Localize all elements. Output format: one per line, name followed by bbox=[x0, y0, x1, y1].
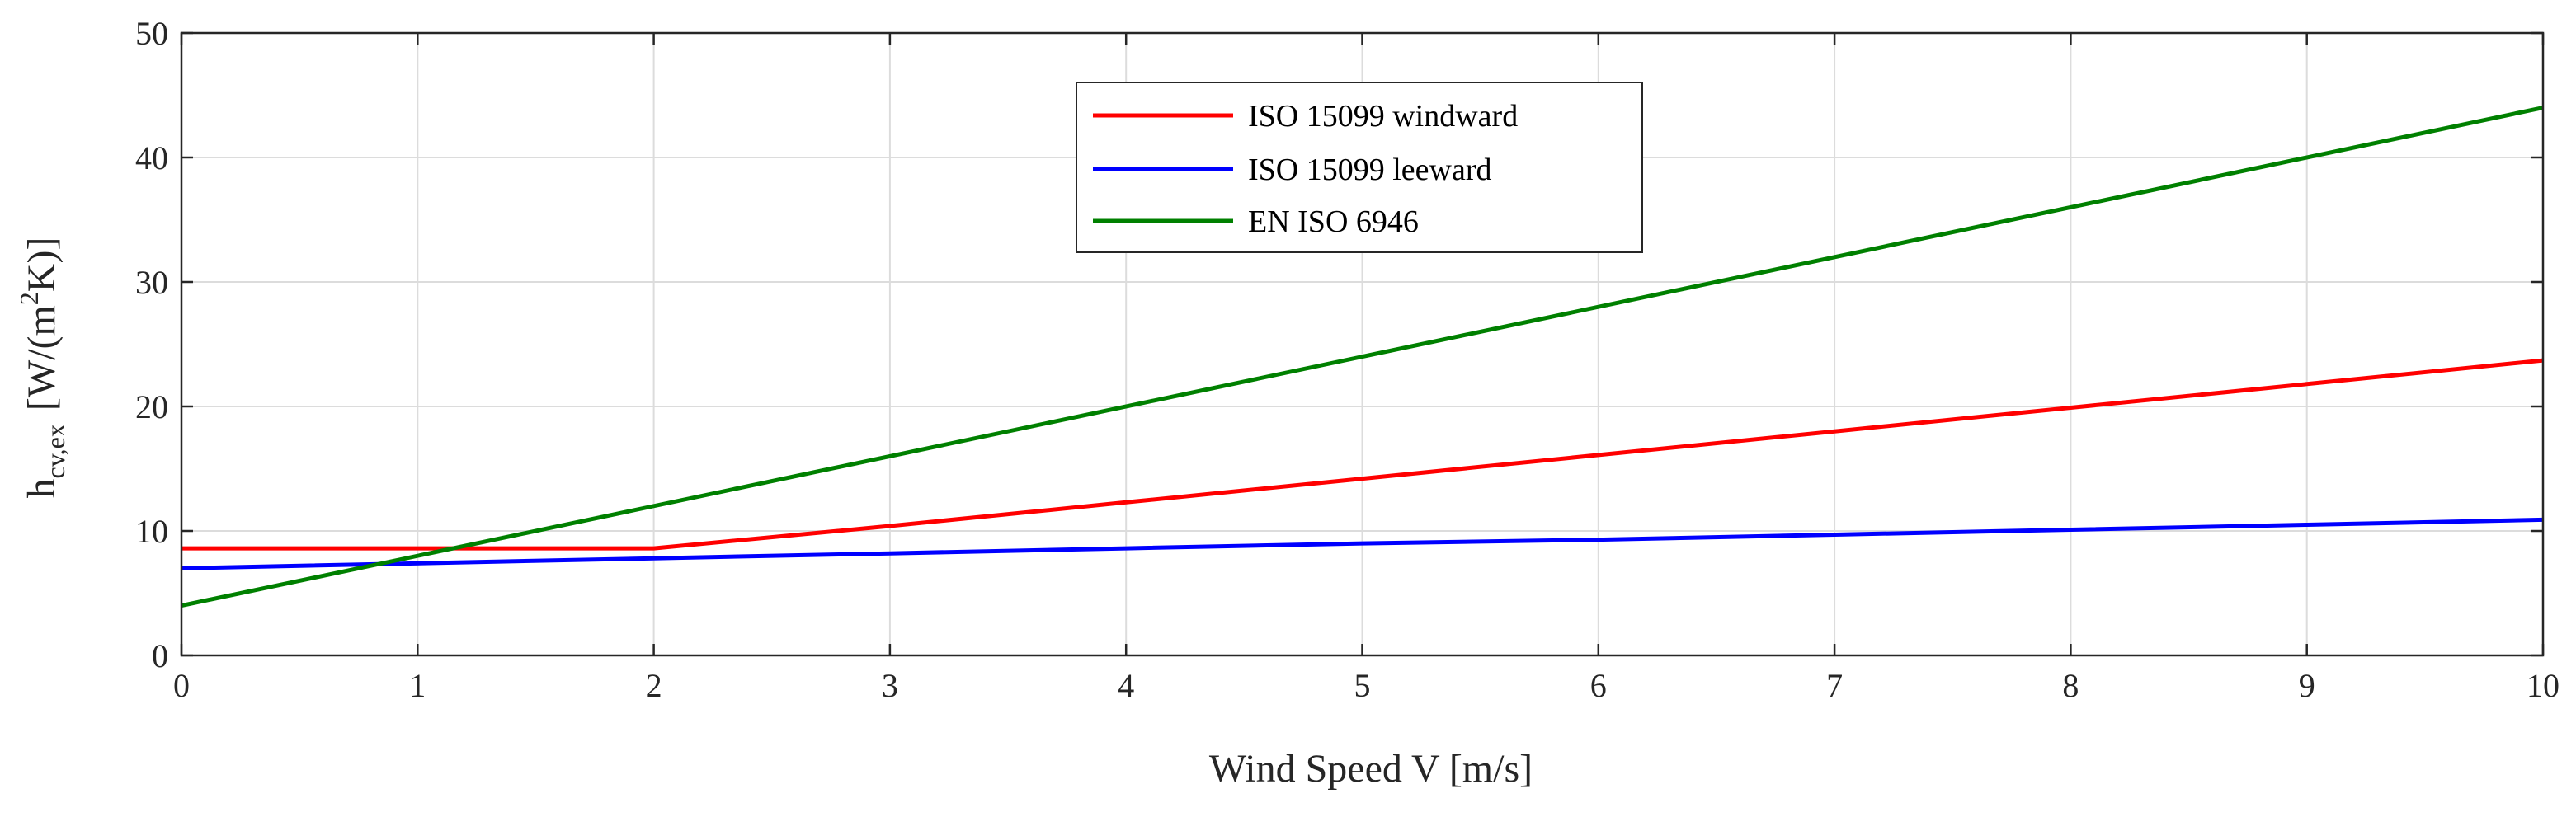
y-axis-ticks: 0 10 20 30 40 50 bbox=[135, 15, 2543, 674]
legend-label-en-iso-6946: EN ISO 6946 bbox=[1248, 204, 1419, 239]
y-axis-title-prefix: h bbox=[20, 478, 64, 498]
y-tick-label: 40 bbox=[135, 139, 168, 176]
x-axis-title: Wind Speed V [m/s] bbox=[1209, 747, 1533, 791]
y-tick-label: 0 bbox=[152, 637, 168, 674]
x-tick-label: 5 bbox=[1354, 667, 1371, 704]
y-tick-label: 20 bbox=[135, 388, 168, 425]
grid bbox=[181, 33, 2543, 655]
x-tick-label: 0 bbox=[173, 667, 190, 704]
y-axis-title-unit: [W/(m bbox=[20, 305, 64, 411]
y-axis-title-superscript: 2 bbox=[14, 292, 44, 305]
series-line-iso-15099-windward bbox=[181, 358, 2544, 551]
legend-label-leeward: ISO 15099 leeward bbox=[1248, 153, 1491, 187]
x-tick-label: 3 bbox=[882, 667, 898, 704]
series-line-iso-15099-leeward bbox=[181, 517, 2544, 570]
x-tick-label: 10 bbox=[2527, 667, 2560, 704]
x-tick-label: 9 bbox=[2299, 667, 2315, 704]
x-tick-label: 7 bbox=[1826, 667, 1843, 704]
legend-label-windward: ISO 15099 windward bbox=[1248, 99, 1518, 134]
series-line-en-iso-6946 bbox=[181, 106, 2544, 608]
y-tick-label: 50 bbox=[135, 15, 168, 52]
x-tick-label: 2 bbox=[646, 667, 662, 704]
y-axis-title-unit-end: K)] bbox=[20, 237, 64, 293]
legend: ISO 15099 windward ISO 15099 leeward EN … bbox=[1076, 82, 1643, 253]
y-tick-label: 10 bbox=[135, 513, 168, 550]
series-lines bbox=[181, 106, 2544, 608]
y-axis-title-subscript: cv,ex bbox=[40, 424, 70, 478]
x-tick-label: 8 bbox=[2062, 667, 2079, 704]
y-tick-label: 30 bbox=[135, 264, 168, 301]
y-axis-title: hcv,ex [W/(m2K)] bbox=[14, 237, 70, 499]
x-axis-ticks: 0 1 2 3 4 5 6 7 8 9 10 bbox=[173, 33, 2560, 704]
x-tick-label: 1 bbox=[409, 667, 426, 704]
x-tick-label: 6 bbox=[1590, 667, 1607, 704]
x-tick-label: 4 bbox=[1118, 667, 1134, 704]
